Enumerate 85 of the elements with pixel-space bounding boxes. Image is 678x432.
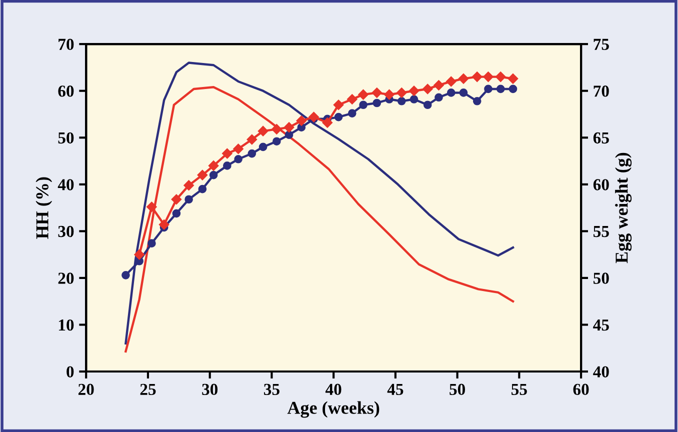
point — [172, 209, 181, 218]
y-tick-label: 20 — [58, 272, 74, 284]
point — [171, 194, 182, 204]
point — [308, 112, 319, 122]
point — [458, 74, 469, 84]
point — [434, 93, 443, 102]
point — [359, 100, 368, 110]
point — [347, 94, 358, 104]
point — [284, 130, 294, 139]
y-tick-label: 30 — [58, 226, 74, 238]
x-tick-label: 40 — [325, 384, 342, 396]
x-axis-title: Age (weeks) — [287, 401, 380, 418]
y2-tick-label: 70 — [594, 86, 609, 97]
point — [397, 96, 406, 106]
point — [296, 116, 307, 126]
point — [322, 118, 333, 128]
point — [222, 148, 232, 159]
y2-tick-label: 65 — [593, 132, 609, 144]
point — [483, 72, 494, 82]
point — [222, 162, 232, 170]
x-tick-label: 45 — [387, 384, 404, 396]
point — [484, 84, 492, 94]
y-tick-label: 40 — [58, 179, 74, 190]
y2-tick-label: 60 — [593, 179, 609, 190]
point — [258, 126, 268, 136]
point — [446, 88, 456, 97]
x-tick-label: 55 — [512, 384, 527, 396]
point — [459, 88, 468, 97]
point — [472, 72, 482, 82]
point — [334, 112, 343, 122]
point — [197, 170, 208, 180]
point — [208, 160, 219, 171]
point — [508, 84, 518, 94]
y2-tick-label: 40 — [593, 366, 609, 378]
y-tick-label: 70 — [58, 38, 74, 50]
point — [246, 134, 258, 145]
point — [372, 98, 382, 108]
y-axis-title: HH (%) — [36, 177, 52, 239]
point — [248, 149, 256, 158]
x-tick-label: 30 — [202, 384, 218, 396]
point — [446, 76, 456, 87]
point — [472, 96, 482, 106]
y2-tick-label: 75 — [594, 38, 609, 50]
x-tick-label: 25 — [140, 384, 156, 396]
point — [122, 270, 130, 280]
x-tick-label: 50 — [450, 384, 466, 396]
point — [396, 88, 407, 98]
point — [234, 154, 242, 164]
y2-tick-label: 55 — [594, 226, 609, 238]
x-tick-label: 35 — [264, 384, 280, 396]
y2-tick-label: 50 — [594, 272, 609, 284]
point — [258, 142, 268, 152]
point — [434, 80, 444, 90]
point — [372, 88, 382, 98]
y-tick-label: 0 — [66, 366, 74, 378]
point — [198, 184, 207, 194]
y2-tick-label: 45 — [593, 320, 609, 331]
point — [233, 144, 244, 154]
point — [348, 109, 356, 118]
point — [333, 100, 344, 110]
point — [146, 202, 157, 212]
point — [272, 137, 281, 146]
point — [358, 89, 368, 100]
point — [209, 170, 218, 180]
point — [508, 74, 518, 84]
y-tick-label: 60 — [58, 86, 74, 97]
point — [148, 239, 156, 248]
point — [184, 195, 193, 204]
point — [158, 220, 170, 230]
point — [423, 100, 432, 110]
x-tick-label: 20 — [78, 384, 94, 396]
point — [496, 72, 506, 82]
point — [184, 180, 194, 190]
y-tick-label: 10 — [58, 319, 74, 331]
point — [272, 124, 282, 134]
point — [410, 95, 418, 104]
x-tick-label: 60 — [573, 384, 589, 396]
point — [284, 122, 294, 132]
point — [408, 86, 420, 96]
point — [496, 84, 505, 94]
y-tick-label: 50 — [58, 132, 74, 144]
y2-axis-title: Egg weight (g) — [615, 152, 632, 264]
point — [422, 84, 433, 94]
point — [134, 249, 144, 260]
point — [384, 89, 394, 100]
